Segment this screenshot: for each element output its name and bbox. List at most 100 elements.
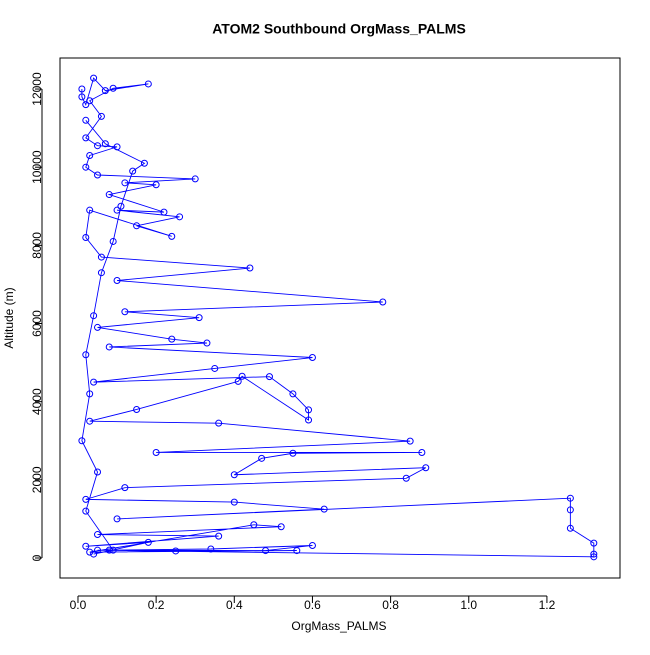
data-point <box>293 547 301 555</box>
data-point <box>82 134 90 142</box>
data-point <box>590 553 598 561</box>
data-point <box>406 437 414 445</box>
data-point <box>82 542 90 550</box>
data-point <box>144 80 152 88</box>
chart-title: ATOM2 Southbound OrgMass_PALMS <box>212 21 466 37</box>
data-point <box>86 151 94 159</box>
y-tick-label: 4000 <box>30 388 44 415</box>
data-point <box>86 97 94 105</box>
data-point <box>82 234 90 242</box>
data-point <box>152 448 160 456</box>
data-point <box>262 547 270 555</box>
data-point <box>258 454 266 462</box>
data-point <box>113 206 121 214</box>
y-axis-title: Altitude (m) <box>2 287 16 348</box>
data-point <box>90 550 98 558</box>
data-point <box>109 546 117 554</box>
data-point <box>78 93 86 101</box>
data-point <box>78 437 86 445</box>
data-point <box>90 312 98 320</box>
data-point <box>94 468 102 476</box>
data-point <box>191 175 199 183</box>
data-line <box>81 77 595 558</box>
data-point <box>203 339 211 347</box>
data-point <box>289 390 297 398</box>
y-tick-label: 8000 <box>30 232 44 259</box>
data-point <box>121 308 129 316</box>
data-point <box>86 548 94 556</box>
data-point <box>230 471 238 479</box>
data-point <box>86 417 94 425</box>
data-point <box>109 237 117 245</box>
data-point <box>121 179 129 187</box>
data-point <box>308 354 316 362</box>
data-point <box>230 498 238 506</box>
data-point <box>97 112 105 120</box>
x-tick-label: 0.2 <box>148 598 165 612</box>
data-point <box>566 506 574 514</box>
data-point <box>289 449 297 457</box>
x-tick-label: 1.0 <box>460 598 477 612</box>
data-point <box>590 550 598 558</box>
data-point <box>86 206 94 214</box>
y-tick-label: 12000 <box>30 72 44 106</box>
data-point <box>82 163 90 171</box>
data-point <box>211 364 219 372</box>
data-point <box>129 167 137 175</box>
data-point <box>82 495 90 503</box>
data-point <box>82 116 90 124</box>
data-point <box>195 314 203 322</box>
data-point <box>320 505 328 513</box>
x-tick-label: 0.0 <box>70 598 87 612</box>
data-point <box>94 546 102 554</box>
data-point <box>277 523 285 531</box>
data-point <box>215 419 223 427</box>
data-point <box>94 171 102 179</box>
data-point <box>113 143 121 151</box>
data-point <box>105 343 113 351</box>
data-point <box>144 538 152 546</box>
data-point <box>90 74 98 82</box>
data-point <box>265 373 273 381</box>
data-point <box>168 335 176 343</box>
data-point <box>402 474 410 482</box>
data-point <box>86 390 94 398</box>
data-point <box>94 142 102 150</box>
data-point <box>78 85 86 93</box>
y-tick-label: 10000 <box>30 150 44 184</box>
data-point <box>97 253 105 261</box>
data-point <box>160 208 168 216</box>
data-point <box>418 448 426 456</box>
data-point <box>90 378 98 386</box>
data-point <box>234 377 242 385</box>
plot-frame <box>59 57 621 579</box>
data-point <box>250 521 258 529</box>
y-tick-label: 6000 <box>30 310 44 337</box>
data-point <box>97 269 105 277</box>
x-tick-label: 0.6 <box>304 598 321 612</box>
x-axis-title: OrgMass_PALMS <box>291 619 386 633</box>
data-point <box>305 416 313 424</box>
data-point <box>238 372 246 380</box>
data-point <box>113 277 121 285</box>
data-point <box>105 546 113 554</box>
x-tick-label: 0.8 <box>382 598 399 612</box>
data-point <box>109 84 117 92</box>
data-point <box>101 140 109 148</box>
data-point <box>246 264 254 272</box>
data-point <box>133 405 141 413</box>
data-point <box>590 539 598 547</box>
y-tick-label: 0 <box>30 554 44 561</box>
data-point <box>168 232 176 240</box>
data-point <box>176 213 184 221</box>
data-point <box>94 531 102 539</box>
data-point <box>379 298 387 306</box>
x-tick-label: 1.2 <box>539 598 556 612</box>
data-point <box>101 87 109 95</box>
data-point <box>172 547 180 555</box>
data-point <box>82 351 90 359</box>
data-point <box>133 222 141 230</box>
data-point <box>566 524 574 532</box>
data-point <box>82 507 90 515</box>
